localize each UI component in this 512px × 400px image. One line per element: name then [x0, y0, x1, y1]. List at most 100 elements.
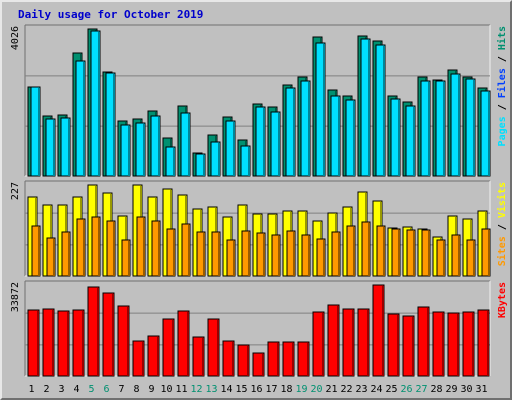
x-tick-label: 21: [325, 384, 337, 395]
x-tick-label: 25: [385, 384, 397, 395]
legend-separator: /: [497, 98, 508, 116]
x-tick-label: 22: [340, 384, 352, 395]
x-tick-label: 2: [43, 384, 49, 395]
bar-pages: [255, 106, 266, 177]
x-tick-label: 26: [400, 384, 412, 395]
x-tick-label: 4: [73, 384, 79, 395]
bar-pages: [105, 72, 116, 177]
bar-pages: [405, 105, 416, 177]
bar-sites: [196, 231, 206, 277]
legend-hits: Hits: [496, 26, 508, 50]
bar-pages: [435, 80, 446, 177]
bar-sites: [331, 231, 341, 277]
bar-sites: [451, 234, 461, 277]
bar-sites: [481, 228, 491, 277]
x-tick-label: 12: [190, 384, 202, 395]
bar-sites: [376, 225, 386, 277]
bar-kbytes: [117, 305, 130, 377]
bar-sites: [316, 238, 326, 277]
x-tick-label: 24: [370, 384, 382, 395]
bar-pages: [420, 80, 431, 177]
bar-kbytes: [147, 335, 160, 377]
pages-files-hits-panel: 4026 Pages / Files / Hits: [10, 24, 508, 177]
bar-sites: [301, 234, 311, 277]
bar-pages: [195, 153, 206, 177]
x-tick-label: 13: [205, 384, 217, 395]
legend-kbytes: KBytes: [497, 282, 508, 318]
bar-pages: [210, 141, 221, 177]
bar-kbytes: [27, 309, 40, 377]
bar-sites: [121, 239, 131, 277]
svg-text:KBytes: KBytes: [497, 282, 508, 318]
bar-pages: [480, 90, 491, 177]
bar-sites: [106, 220, 116, 277]
bar-pages: [225, 120, 236, 177]
x-tick-label: 11: [175, 384, 187, 395]
x-tick-label: 6: [103, 384, 109, 395]
bar-sites: [256, 232, 266, 277]
bar-sites: [361, 221, 371, 277]
bar-kbytes: [477, 309, 490, 377]
x-tick-label: 8: [133, 384, 139, 395]
bar-kbytes: [312, 311, 325, 377]
bar-sites: [181, 223, 191, 277]
bar-kbytes: [387, 313, 400, 377]
bar-kbytes: [57, 310, 70, 377]
bar-sites: [391, 228, 401, 277]
bar-pages: [375, 44, 386, 177]
bar-kbytes: [72, 309, 85, 377]
bar-sites: [241, 230, 251, 277]
bar-sites: [226, 239, 236, 277]
bar-kbytes: [237, 344, 250, 377]
bar-sites: [46, 237, 56, 277]
bar-pages: [360, 38, 371, 177]
legend-pages-files-hits: Pages / Files / Hits: [496, 26, 508, 146]
bar-kbytes: [222, 340, 235, 377]
bar-kbytes: [282, 341, 295, 377]
x-tick-label: 9: [148, 384, 154, 395]
bar-pages: [75, 60, 86, 177]
bar-pages: [60, 117, 71, 177]
bar-kbytes: [177, 310, 190, 377]
x-tick-label: 20: [310, 384, 322, 395]
legend-sites-visits: Sites / Visits: [496, 182, 508, 266]
x-tick-label: 29: [445, 384, 457, 395]
svg-text:Pages / Files / Hits: Pages / Files / Hits: [496, 26, 508, 146]
bar-pages: [390, 98, 401, 177]
bar-sites: [31, 225, 41, 277]
x-tick-label: 23: [355, 384, 367, 395]
bar-pages: [165, 146, 176, 177]
bar-pages: [30, 86, 41, 177]
legend-files: Files: [496, 68, 508, 98]
x-tick-label: 18: [280, 384, 292, 395]
bar-pages: [150, 115, 161, 177]
bar-pages: [45, 118, 56, 177]
bar-pages: [345, 99, 356, 177]
bar-kbytes: [447, 312, 460, 377]
bar-sites: [136, 216, 146, 277]
bar-sites: [61, 231, 71, 277]
y-max-label: 227: [10, 182, 21, 200]
bar-kbytes: [252, 352, 265, 377]
bar-sites: [271, 234, 281, 277]
bar-kbytes: [327, 304, 340, 377]
bar-kbytes: [402, 315, 415, 377]
x-tick-label: 30: [460, 384, 472, 395]
bar-kbytes: [102, 292, 115, 377]
bar-sites: [406, 229, 416, 277]
x-tick-label: 31: [475, 384, 487, 395]
legend-sites: Sites: [496, 236, 508, 266]
bar-sites: [76, 218, 86, 277]
kbytes-panel: 33872 KBytes: [10, 280, 508, 377]
chart-title: Daily usage for October 2019: [18, 8, 203, 21]
legend-visits: Visits: [496, 182, 508, 218]
bar-sites: [421, 229, 431, 277]
x-tick-label: 19: [295, 384, 307, 395]
svg-text:Sites / Visits: Sites / Visits: [496, 182, 508, 266]
y-max-label: 4026: [10, 26, 21, 50]
x-tick-label: 17: [265, 384, 277, 395]
bar-kbytes: [432, 311, 445, 377]
x-tick-label: 28: [430, 384, 442, 395]
bar-pages: [240, 145, 251, 177]
